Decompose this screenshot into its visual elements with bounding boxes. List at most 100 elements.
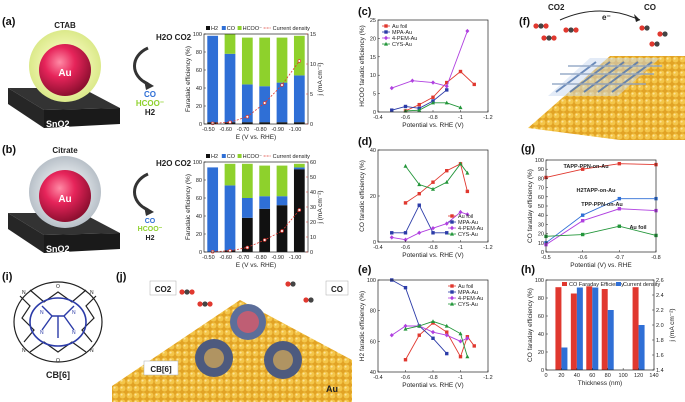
svg-text:N: N [72,330,76,336]
ytick-e-1: 60 [370,339,376,345]
legend-label-c-0: Au foil [392,24,407,30]
ytick-r-a-1: 5 [310,92,313,98]
au-particle-b [39,170,91,222]
ytick-r-h-5: 2.4 [656,293,664,299]
xtick-b-0: -0.50 [202,255,215,261]
ytick-c-1: 5 [373,92,376,98]
xtick-d-4: -1.2 [483,245,492,251]
bar-h-cd-3 [607,310,614,370]
panel-label-i: (i) [2,271,13,283]
panel-label-a: (a) [2,16,16,28]
reactants-b: H2O CO2 [156,159,192,168]
curved-arrow-a [133,46,149,86]
chart-a-stacked-bar: -0.50 -0.60 -0.70 -0.80 -0.90 -1.00 0 20 40 60 80 1… [185,26,324,141]
panel-label-j: (j) [116,271,127,283]
point-g-0-2 [617,161,622,166]
ytick-r-b-1: 10 [310,235,316,241]
point-g-0-1 [580,167,585,171]
au-label-j: Au [326,384,338,394]
cd-point-b-3 [262,238,267,242]
point-c-0-5 [472,82,476,87]
point-e-0-6 [472,344,476,348]
chart-h-bar: 0 20 40 60 80 100 120 140 0 20 40 60 80 100 1.4 1.6 1.8 2… [527,278,676,387]
product-co-f: CO [644,3,656,12]
ytick-e-3: 100 [367,278,376,284]
bar-a-H2--0.80 [259,122,271,124]
ytick-a-4: 80 [196,50,202,56]
electron-f: e⁻ [602,13,611,22]
bar-h-fe-3 [601,289,608,370]
point-e-0-1 [417,333,421,337]
co-label-j: CO [331,285,343,294]
cd-point-b-4 [280,229,284,233]
co2-molecules-j [179,281,314,307]
ylabel-r-b: j (mA cm⁻²) [317,190,324,224]
xtick-h-6: 120 [634,373,643,379]
bar-h-cd-1 [576,287,583,370]
bar-b-CO--0.90 [276,196,288,206]
xtick-b-1: -0.60 [219,255,232,261]
legend-label-d-3: CYS-Au [458,232,478,238]
point-e-0-0 [403,358,408,362]
product-co-a: CO [144,90,156,99]
cap-label-b: Citrate [52,146,78,155]
legend-label-a-2: HCOO⁻ [243,26,263,32]
point-c-3-1 [417,107,422,112]
ylabel-a: Faradaic efficiency (%) [185,46,192,112]
point-g-3-2 [617,224,622,228]
point-e-3-1 [417,323,422,328]
series-label-g-0: TAPP-PPN-on-Au [563,164,608,170]
series-line-g-0 [545,163,657,178]
legend-marker-d-1 [450,220,454,224]
arrow-f [559,10,641,21]
ytick-r-b-5: 50 [310,175,316,181]
ytick-g-4: 40 [538,213,544,219]
ytick-a-0: 0 [199,122,202,128]
bar-b-H2--0.70 [241,217,253,252]
xtick-b-4: -0.90 [271,255,284,261]
panel-label-c: (c) [358,6,372,18]
ytick-r-b-6: 60 [310,160,316,166]
legend-swatch-b-2 [237,154,242,158]
legend-swatch-h-1 [616,282,621,286]
point-d-3-1 [417,182,422,187]
product-co-b: CO [145,218,156,225]
ytick-g-9: 90 [538,167,544,173]
ytick-g-5: 50 [538,204,544,210]
xlabel-d: Potential vs. RHE (V) [402,252,463,259]
xtick-g-1: -0.6 [578,255,587,261]
legend-swatch-a-1 [221,26,226,30]
ytick-b-5: 100 [193,160,202,166]
point-d-3-2 [431,186,435,191]
bar-b-HCOO⁻--0.60 [224,163,236,186]
legend-marker-d-0 [450,214,454,218]
point-d-1-4 [445,231,449,235]
ytick-g-2: 20 [538,232,544,238]
bar-b-HCOO⁻--0.80 [259,165,271,197]
xtick-h-4: 80 [605,373,611,379]
scheme-b: Citrate Au SnO2 H2O CO2 CO HCOO⁻ H2 [8,146,192,254]
svg-text:N: N [90,348,94,354]
svg-text:O: O [56,284,60,290]
xlabel-c: Potential vs. RHE (V) [402,122,463,129]
ytick-h-5: 100 [535,278,544,284]
ytick-r-b-0: 0 [310,250,313,256]
xtick-a-1: -0.60 [219,127,232,133]
legend-marker-d-2 [450,225,454,231]
ytick-d-2: 40 [370,148,376,154]
legend-label-b-2: HCOO⁻ [243,154,263,160]
ytick-r-h-3: 2.0 [656,323,664,329]
ytick-r-h-2: 1.8 [656,338,664,344]
bar-a-H2--1.00 [293,122,305,124]
ytick-c-2: 10 [370,73,376,79]
bar-h-fe-4 [632,287,639,370]
core-label-b: Au [58,194,71,205]
chart-e-line: -0.4 -0.6 -0.8 -1 -1.2 40 60 80 100 Potential vs.… [359,278,493,389]
point-d-2-4 [444,221,449,226]
xtick-b-2: -0.70 [237,255,250,261]
xtick-h-0: 0 [544,373,547,379]
bar-h-cd-2 [592,287,599,370]
xtick-h-3: 60 [589,373,595,379]
xtick-h-2: 40 [574,373,580,379]
point-d-2-5 [458,209,463,215]
